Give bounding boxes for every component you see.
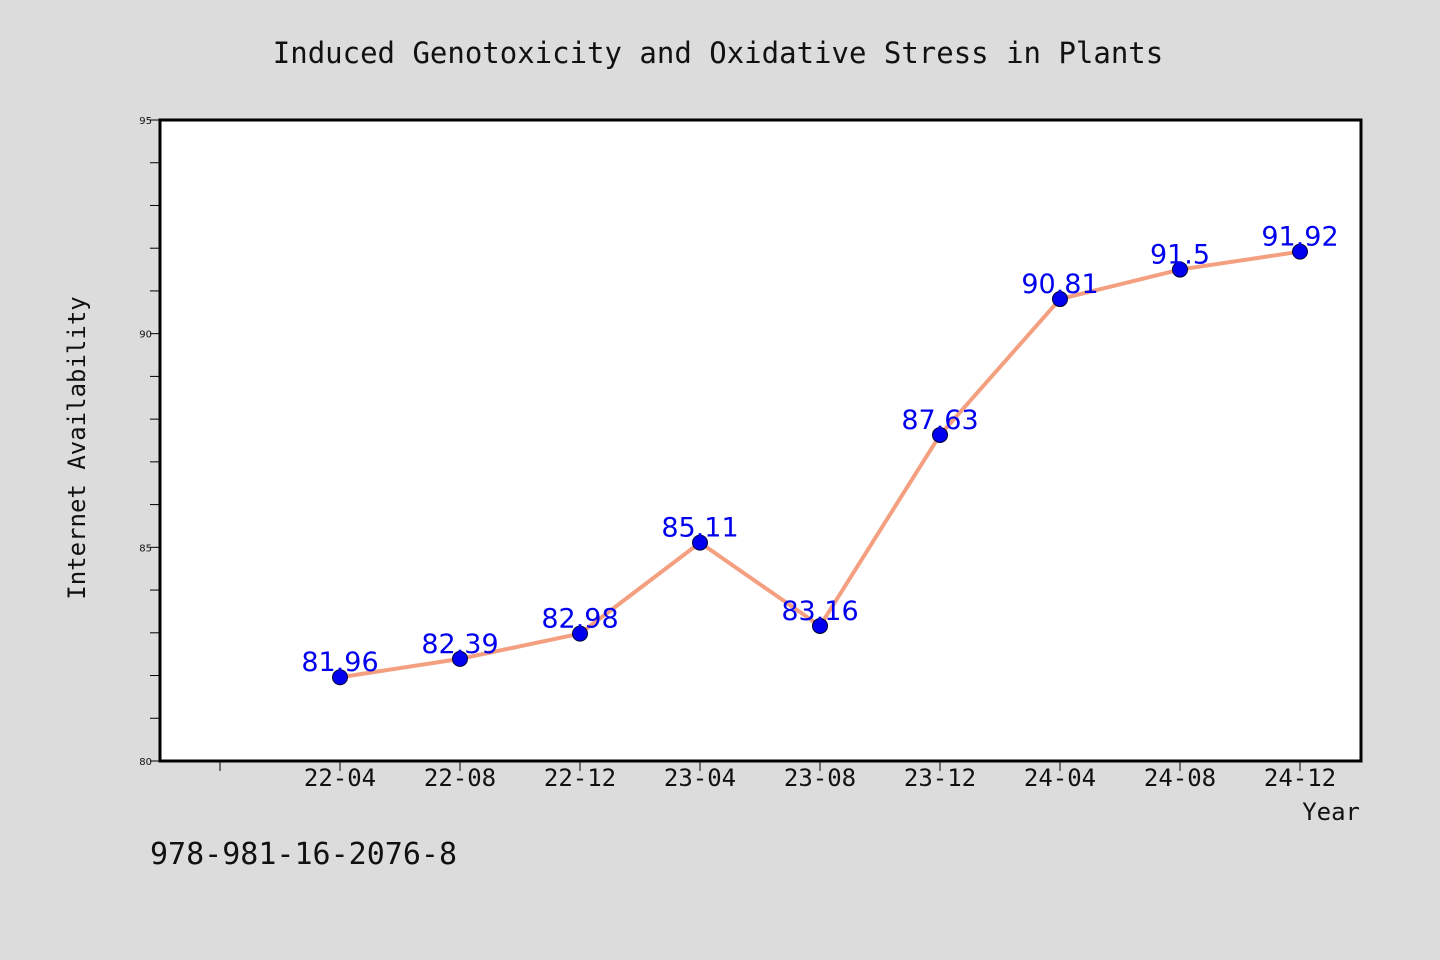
data-point [812,617,828,634]
y-tick-label: 80 [139,757,152,768]
data-point [932,426,948,443]
chart-title: Induced Genotoxicity and Oxidative Stres… [273,36,1163,70]
data-point [1172,261,1188,278]
data-value-label: 91.5 [1150,240,1210,271]
data-point [332,669,348,686]
y-tick-label: 90 [139,330,152,341]
x-tick-label: 22-12 [544,764,616,792]
data-labels: 81.96 82.39 82.98 85.11 83.16 87.63 90.81 91.5 9… [301,222,1338,679]
x-tick-label: 22-04 [304,764,376,792]
data-value-label: 85.11 [661,513,738,544]
y-tick-label: 95 [139,116,152,127]
y-axis: 80 85 90 95 [139,116,160,768]
data-markers [332,243,1308,686]
y-tick-label: 85 [139,543,152,554]
data-value-label: 83.16 [781,596,858,627]
x-tick-label: 24-12 [1264,764,1336,792]
data-point [572,625,588,642]
plot-area [158,118,1363,763]
data-value-label: 87.63 [901,405,978,436]
x-axis: 22-04 22-08 22-12 23-04 23-08 23-12 24-04 24-08… [219,761,1336,792]
data-point [692,534,708,551]
x-tick-label: 23-04 [664,764,736,792]
data-value-label: 82.98 [541,604,618,635]
x-tick-label: 22-08 [424,764,496,792]
x-tick-label: 24-08 [1144,764,1216,792]
data-value-label: 82.39 [421,629,498,660]
x-tick-label: 23-08 [784,764,856,792]
data-point [452,650,468,667]
x-tick-label: 23-12 [904,764,976,792]
x-axis-label: Year [1302,798,1360,826]
data-value-label: 90.81 [1021,269,1098,300]
data-value-label: 91.92 [1261,222,1338,253]
footnote-isbn: 978-981-16-2076-8 [150,837,457,872]
data-point [1292,243,1308,260]
y-axis-label: Internet Availability [63,296,91,599]
data-point [1052,291,1068,308]
x-tick-label: 24-04 [1024,764,1096,792]
data-value-label: 81.96 [301,647,378,678]
